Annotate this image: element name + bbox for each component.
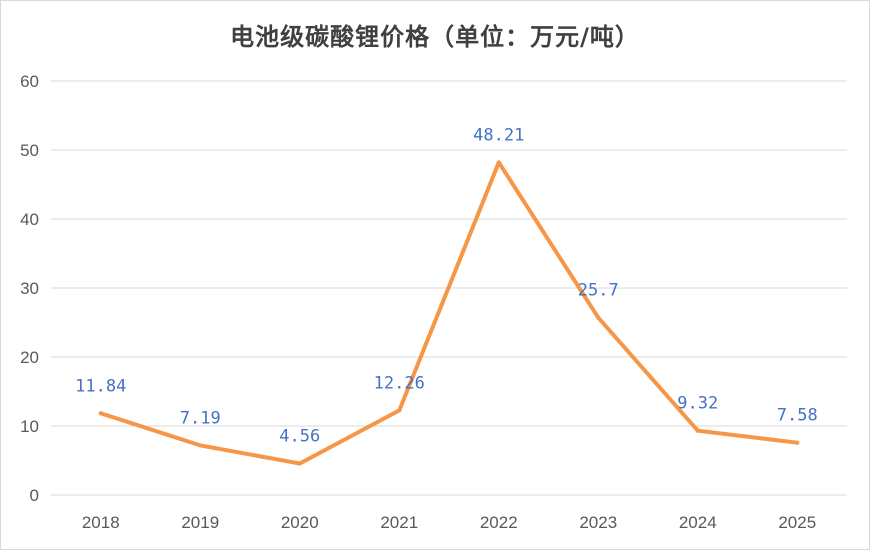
data-label: 12.26 (374, 373, 425, 393)
x-tick-label: 2023 (579, 513, 617, 532)
y-tick-label: 60 (20, 72, 39, 91)
data-label: 25.7 (578, 281, 619, 301)
y-tick-label: 30 (20, 279, 39, 298)
x-tick-label: 2024 (679, 513, 717, 532)
y-tick-label: 50 (20, 141, 39, 160)
data-point (98, 411, 103, 416)
y-tick-label: 10 (20, 417, 39, 436)
chart-title: 电池级碳酸锂价格（单位：万元/吨） (230, 23, 640, 51)
x-tick-label: 2020 (281, 513, 319, 532)
x-tick-label: 2021 (380, 513, 418, 532)
data-point (795, 440, 800, 445)
x-axis-ticks: 2018 2019 2020 2021 2022 2023 2024 2025 (82, 513, 816, 532)
x-tick-label: 2022 (480, 513, 518, 532)
y-tick-label: 20 (20, 348, 39, 367)
x-tick-label: 2018 (82, 513, 120, 532)
series-line-group (98, 160, 800, 466)
data-point (496, 160, 501, 165)
x-tick-label: 2019 (181, 513, 219, 532)
data-point (198, 443, 203, 448)
x-tick-label: 2025 (778, 513, 816, 532)
data-label: 11.84 (75, 376, 126, 396)
series-line (98, 160, 800, 466)
data-label: 4.56 (279, 427, 320, 447)
data-point (297, 461, 302, 466)
data-label: 7.19 (180, 408, 221, 428)
y-tick-label: 0 (30, 486, 39, 505)
data-point (596, 315, 601, 320)
data-label: 7.58 (777, 406, 818, 426)
data-point (695, 428, 700, 433)
y-axis-ticks: 0 10 20 30 40 50 60 (20, 72, 39, 505)
data-label: 9.32 (677, 394, 718, 414)
data-label: 48.21 (473, 125, 524, 145)
data-labels: 11.84 7.19 4.56 12.26 48.21 25.7 9.32 7.58 (75, 125, 818, 446)
gridlines (51, 80, 847, 496)
y-tick-label: 40 (20, 210, 39, 229)
data-point (397, 408, 402, 413)
